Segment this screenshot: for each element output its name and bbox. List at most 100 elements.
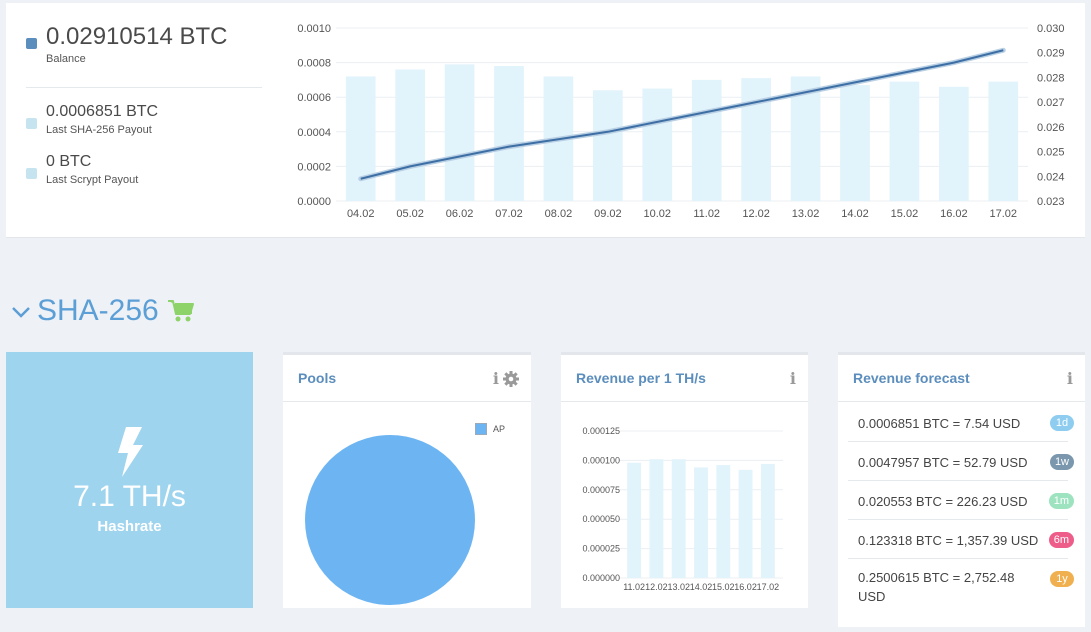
forecast-row: 0.2500615 BTC = 2,752.48 USD 1y — [848, 559, 1074, 609]
bar — [694, 467, 708, 578]
y-left-tick-label: 0.0006 — [297, 92, 331, 104]
bar — [395, 69, 425, 201]
y-tick-label: 0.000100 — [582, 455, 620, 465]
y-tick-label: 0.000125 — [582, 426, 620, 436]
forecast-badge: 1w — [1049, 454, 1074, 470]
x-tick-label: 15.02 — [891, 208, 919, 220]
scrypt-payout-legend-square — [26, 168, 37, 179]
forecast-header: Revenue forecast i — [838, 355, 1085, 402]
x-tick-label: 10.02 — [644, 208, 672, 220]
bar — [738, 469, 753, 578]
y-tick-label: 0.000075 — [582, 485, 620, 495]
x-tick-label: 06.02 — [446, 208, 474, 220]
x-tick-label: 04.02 — [347, 208, 375, 220]
info-icon[interactable]: i — [789, 369, 796, 388]
x-tick-label: 12.02 — [742, 208, 770, 220]
section-title: SHA-256 — [37, 294, 159, 327]
y-right-tick-label: 0.027 — [1037, 97, 1065, 109]
forecast-badge: 1y — [1050, 571, 1074, 587]
pie-legend-label: AP — [493, 424, 506, 434]
x-tick-label: 17.02 — [990, 208, 1018, 220]
sha-payout-block: 0.0006851 BTC Last SHA-256 Payout — [26, 103, 158, 136]
pie-legend[interactable]: AP — [475, 423, 505, 435]
pie-slice-ap[interactable] — [305, 435, 475, 605]
x-tick-label: 07.02 — [495, 208, 523, 220]
x-tick-label: 16.02 — [940, 208, 968, 220]
forecast-row: 0.123318 BTC = 1,357.39 USD 6m — [848, 520, 1074, 559]
chevron-down-icon[interactable] — [10, 296, 32, 326]
section-header[interactable]: SHA-256 — [10, 294, 195, 328]
x-tick-label: 08.02 — [545, 208, 573, 220]
revenue-title: Revenue per 1 TH/s — [576, 370, 706, 386]
y-left-tick-label: 0.0000 — [297, 196, 331, 208]
x-tick-label: 13.02 — [792, 208, 820, 220]
x-tick-label: 17.02 — [757, 582, 780, 592]
sha-payout-label: Last SHA-256 Payout — [46, 124, 152, 136]
y-right-tick-label: 0.029 — [1037, 48, 1065, 60]
pie-legend-swatch — [475, 423, 487, 435]
y-left-tick-label: 0.0010 — [297, 23, 331, 35]
bar — [642, 88, 673, 201]
x-tick-label: 09.02 — [594, 208, 622, 220]
forecast-row: 0.020553 BTC = 226.23 USD 1m — [848, 481, 1074, 520]
x-tick-label: 05.02 — [396, 208, 424, 220]
forecast-row: 0.0047957 BTC = 52.79 USD 1w — [848, 442, 1074, 481]
bar — [593, 90, 623, 201]
forecast-text: 0.0047957 BTC = 52.79 USD — [858, 455, 1028, 470]
forecast-badge: 1m — [1048, 493, 1074, 509]
bar — [939, 86, 969, 201]
x-tick-label: 11.02 — [693, 208, 720, 220]
y-left-tick-label: 0.0008 — [297, 58, 331, 70]
bar — [988, 81, 1019, 201]
forecast-text: 0.020553 BTC = 226.23 USD — [858, 494, 1028, 509]
balance-label: Balance — [46, 53, 86, 65]
x-tick-label: 14.02 — [841, 208, 869, 220]
cart-icon[interactable] — [167, 298, 195, 324]
balance-line — [360, 49, 1004, 180]
bar — [889, 81, 920, 201]
bar — [671, 459, 686, 578]
y-left-tick-label: 0.0004 — [297, 127, 331, 139]
x-tick-label: 11.02 — [623, 582, 645, 592]
revenue-chart: 0.000000 0.000025 0.000050 0.000075 0.000100… — [582, 426, 783, 592]
y-tick-label: 0.000050 — [582, 514, 620, 524]
balance-chart: 0.0000 0.0002 0.0004 0.0006 0.0008 0.0010 0.02… — [297, 23, 1065, 220]
forecast-text: 0.123318 BTC = 1,357.39 USD — [858, 533, 1039, 548]
forecast-title: Revenue forecast — [853, 370, 970, 386]
gear-icon[interactable] — [503, 371, 519, 387]
y-right-tick-label: 0.026 — [1037, 122, 1065, 134]
hashrate-label: Hashrate — [97, 518, 162, 535]
bar — [494, 66, 524, 201]
y-left-tick-label: 0.0002 — [297, 161, 331, 173]
balance-value: 0.02910514 BTC — [46, 23, 228, 50]
bar — [716, 465, 731, 578]
y-right-tick-label: 0.028 — [1037, 72, 1065, 84]
bar — [691, 79, 722, 201]
y-right-tick-label: 0.024 — [1037, 171, 1065, 183]
divider — [26, 87, 262, 88]
pools-card: Pools i AP — [283, 352, 531, 608]
bar — [649, 459, 664, 578]
revenue-header: Revenue per 1 TH/s i — [561, 355, 808, 402]
scrypt-payout-value: 0 BTC — [46, 153, 92, 170]
forecast-card: Revenue forecast i 0.0006851 BTC = 7.54 … — [838, 352, 1085, 627]
scrypt-payout-block: 0 BTC Last Scrypt Payout — [26, 153, 138, 186]
forecast-text: 0.0006851 BTC = 7.54 USD — [858, 416, 1021, 431]
info-icon[interactable]: i — [492, 369, 499, 388]
hashrate-card: 7.1 TH/s Hashrate — [6, 352, 253, 608]
info-icon[interactable]: i — [1066, 369, 1073, 388]
bar — [741, 78, 771, 201]
bar — [627, 462, 642, 578]
revenue-card: Revenue per 1 TH/s i 0.000000 0.000025 0.0… — [561, 352, 808, 608]
y-right-tick-label: 0.025 — [1037, 147, 1065, 159]
forecast-text: 0.2500615 BTC = 2,752.48 USD — [858, 570, 1015, 604]
bar — [444, 64, 475, 201]
balance-legend-square — [26, 38, 37, 49]
sha-payout-value: 0.0006851 BTC — [46, 103, 159, 120]
balance-panel: 0.02910514 BTC Balance 0.0006851 BTC Las… — [6, 3, 1085, 238]
hashrate-value: 7.1 TH/s — [73, 480, 186, 513]
sha-payout-legend-square — [26, 118, 37, 129]
y-right-tick-label: 0.023 — [1037, 196, 1065, 208]
forecast-badge: 1d — [1050, 415, 1074, 431]
scrypt-payout-label: Last Scrypt Payout — [46, 174, 139, 186]
